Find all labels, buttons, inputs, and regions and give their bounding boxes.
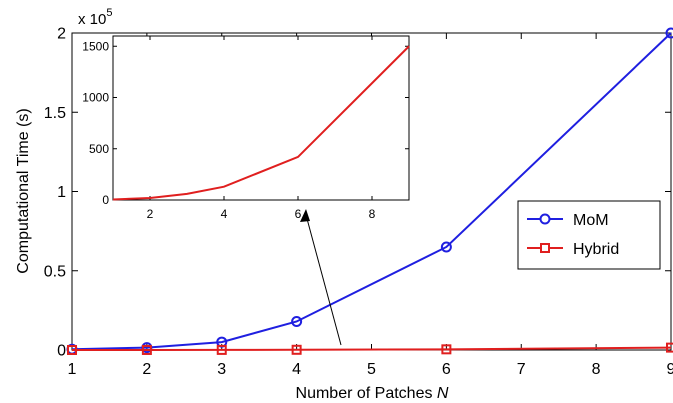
inset-y-tick-label: 0 <box>102 193 109 207</box>
inset-ticks: 2 4 6 8 0 500 1000 1500 <box>82 36 409 221</box>
main-ticks: 1 2 3 4 5 6 7 8 9 0 0.5 1 1.5 2 <box>44 26 673 378</box>
main-point-hybrid <box>141 344 152 355</box>
inset-x-tick-label: 2 <box>147 207 154 221</box>
legend-label-hybrid: Hybrid <box>573 241 619 258</box>
main-point-hybrid <box>216 344 227 355</box>
main-y-tick-label: 1.5 <box>44 105 66 122</box>
main-series-line-1 <box>71 346 672 351</box>
legend-entry-mom: MoM <box>527 212 609 229</box>
annotation-arrow <box>300 209 342 346</box>
main-x-tick-label: 3 <box>217 361 226 378</box>
main-x-tick-label: 5 <box>367 361 376 378</box>
legend-entry-hybrid: Hybrid <box>527 241 619 258</box>
x-axis-label: Number of Patches N <box>296 385 449 402</box>
main-point-hybrid <box>67 344 77 355</box>
main-x-tick-label: 9 <box>667 361 673 378</box>
legend: MoM Hybrid <box>517 200 661 270</box>
main-y-tick-label: 0.5 <box>44 263 66 280</box>
y-axis-exponent: x 105 <box>78 7 112 28</box>
main-x-tick-label: 1 <box>68 361 77 378</box>
x-axis-label-text: Number of Patches <box>296 385 437 402</box>
inset-y-tick-label: 1500 <box>82 39 109 53</box>
y-axis-exponent-power: 5 <box>106 7 112 19</box>
inset-chart: 2 4 6 8 0 500 1000 1500 <box>82 35 410 221</box>
legend-marker-mom <box>539 213 551 225</box>
main-x-tick-label: 4 <box>292 361 301 378</box>
main-point-mom <box>440 241 452 253</box>
main-series <box>66 27 673 355</box>
main-point-mom <box>291 315 303 327</box>
main-x-tick-label: 2 <box>142 361 151 378</box>
main-point-mom <box>665 27 673 39</box>
main-point-hybrid <box>441 344 452 355</box>
inset-series-line-0 <box>112 45 410 201</box>
main-x-tick-label: 8 <box>592 361 601 378</box>
x-axis-label-variable: N <box>437 385 449 402</box>
legend-marker-hybrid <box>540 243 550 253</box>
inset-plot-frame <box>112 35 410 201</box>
main-y-tick-label: 1 <box>57 184 66 201</box>
inset-x-tick-label: 8 <box>369 207 376 221</box>
main-point-hybrid <box>291 344 302 355</box>
legend-box <box>517 200 661 270</box>
y-axis-label: Computational Time (s) <box>15 108 32 273</box>
main-y-tick-label: 2 <box>57 26 66 43</box>
legend-label-mom: MoM <box>573 212 609 229</box>
inset-y-tick-label: 1000 <box>82 91 109 105</box>
main-series-line-0 <box>71 32 672 351</box>
main-y-tick-label: 0 <box>57 343 66 360</box>
main-x-tick-label: 7 <box>517 361 526 378</box>
main-x-tick-label: 6 <box>442 361 451 378</box>
main-point-hybrid <box>666 342 673 353</box>
inset-series <box>112 45 410 201</box>
y-axis-exponent-base: x 10 <box>78 11 106 28</box>
inset-x-tick-label: 6 <box>295 207 302 221</box>
inset-x-tick-label: 4 <box>221 207 228 221</box>
inset-y-tick-label: 500 <box>89 142 109 156</box>
